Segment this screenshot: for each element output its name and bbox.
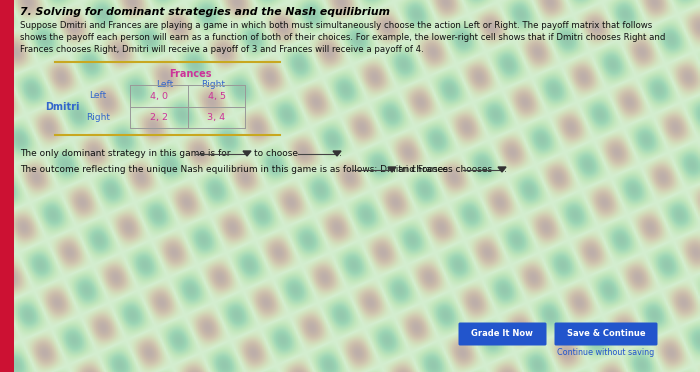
FancyBboxPatch shape [458,323,547,346]
Polygon shape [243,151,251,156]
Text: The outcome reflecting the unique Nash equilibrium in this game is as follows: D: The outcome reflecting the unique Nash e… [20,165,448,174]
Text: .: . [339,149,342,158]
Text: Left: Left [156,80,174,89]
Text: Suppose Dmitri and Frances are playing a game in which both must simultaneously : Suppose Dmitri and Frances are playing a… [20,21,652,30]
Text: Frances chooses Right, Dmitri will receive a payoff of 3 and Frances will receiv: Frances chooses Right, Dmitri will recei… [20,45,424,54]
Bar [0,0,14,372]
Text: and Frances chooses: and Frances chooses [398,165,492,174]
Text: to choose: to choose [254,149,298,158]
Text: 4, 0: 4, 0 [150,92,168,100]
Text: Save & Continue: Save & Continue [567,330,645,339]
Text: Frances: Frances [169,69,211,79]
Polygon shape [388,167,396,172]
Text: shows the payoff each person will earn as a function of both of their choices. F: shows the payoff each person will earn a… [20,33,666,42]
Text: Grade It Now: Grade It Now [471,330,533,339]
FancyBboxPatch shape [554,323,657,346]
Polygon shape [498,167,506,172]
Text: .: . [504,165,507,174]
Text: 3, 4: 3, 4 [207,113,225,122]
Text: Right: Right [86,113,110,122]
Text: Dmitri: Dmitri [45,102,79,112]
Text: 2, 2: 2, 2 [150,113,168,122]
Text: Right: Right [201,80,225,89]
Text: Left: Left [90,92,106,100]
Text: 4, 5: 4, 5 [207,92,225,100]
Text: 7. Solving for dominant strategies and the Nash equilibrium: 7. Solving for dominant strategies and t… [20,7,390,17]
Text: The only dominant strategy in this game is for: The only dominant strategy in this game … [20,149,230,158]
Text: Continue without saving: Continue without saving [557,348,654,357]
Polygon shape [333,151,341,156]
